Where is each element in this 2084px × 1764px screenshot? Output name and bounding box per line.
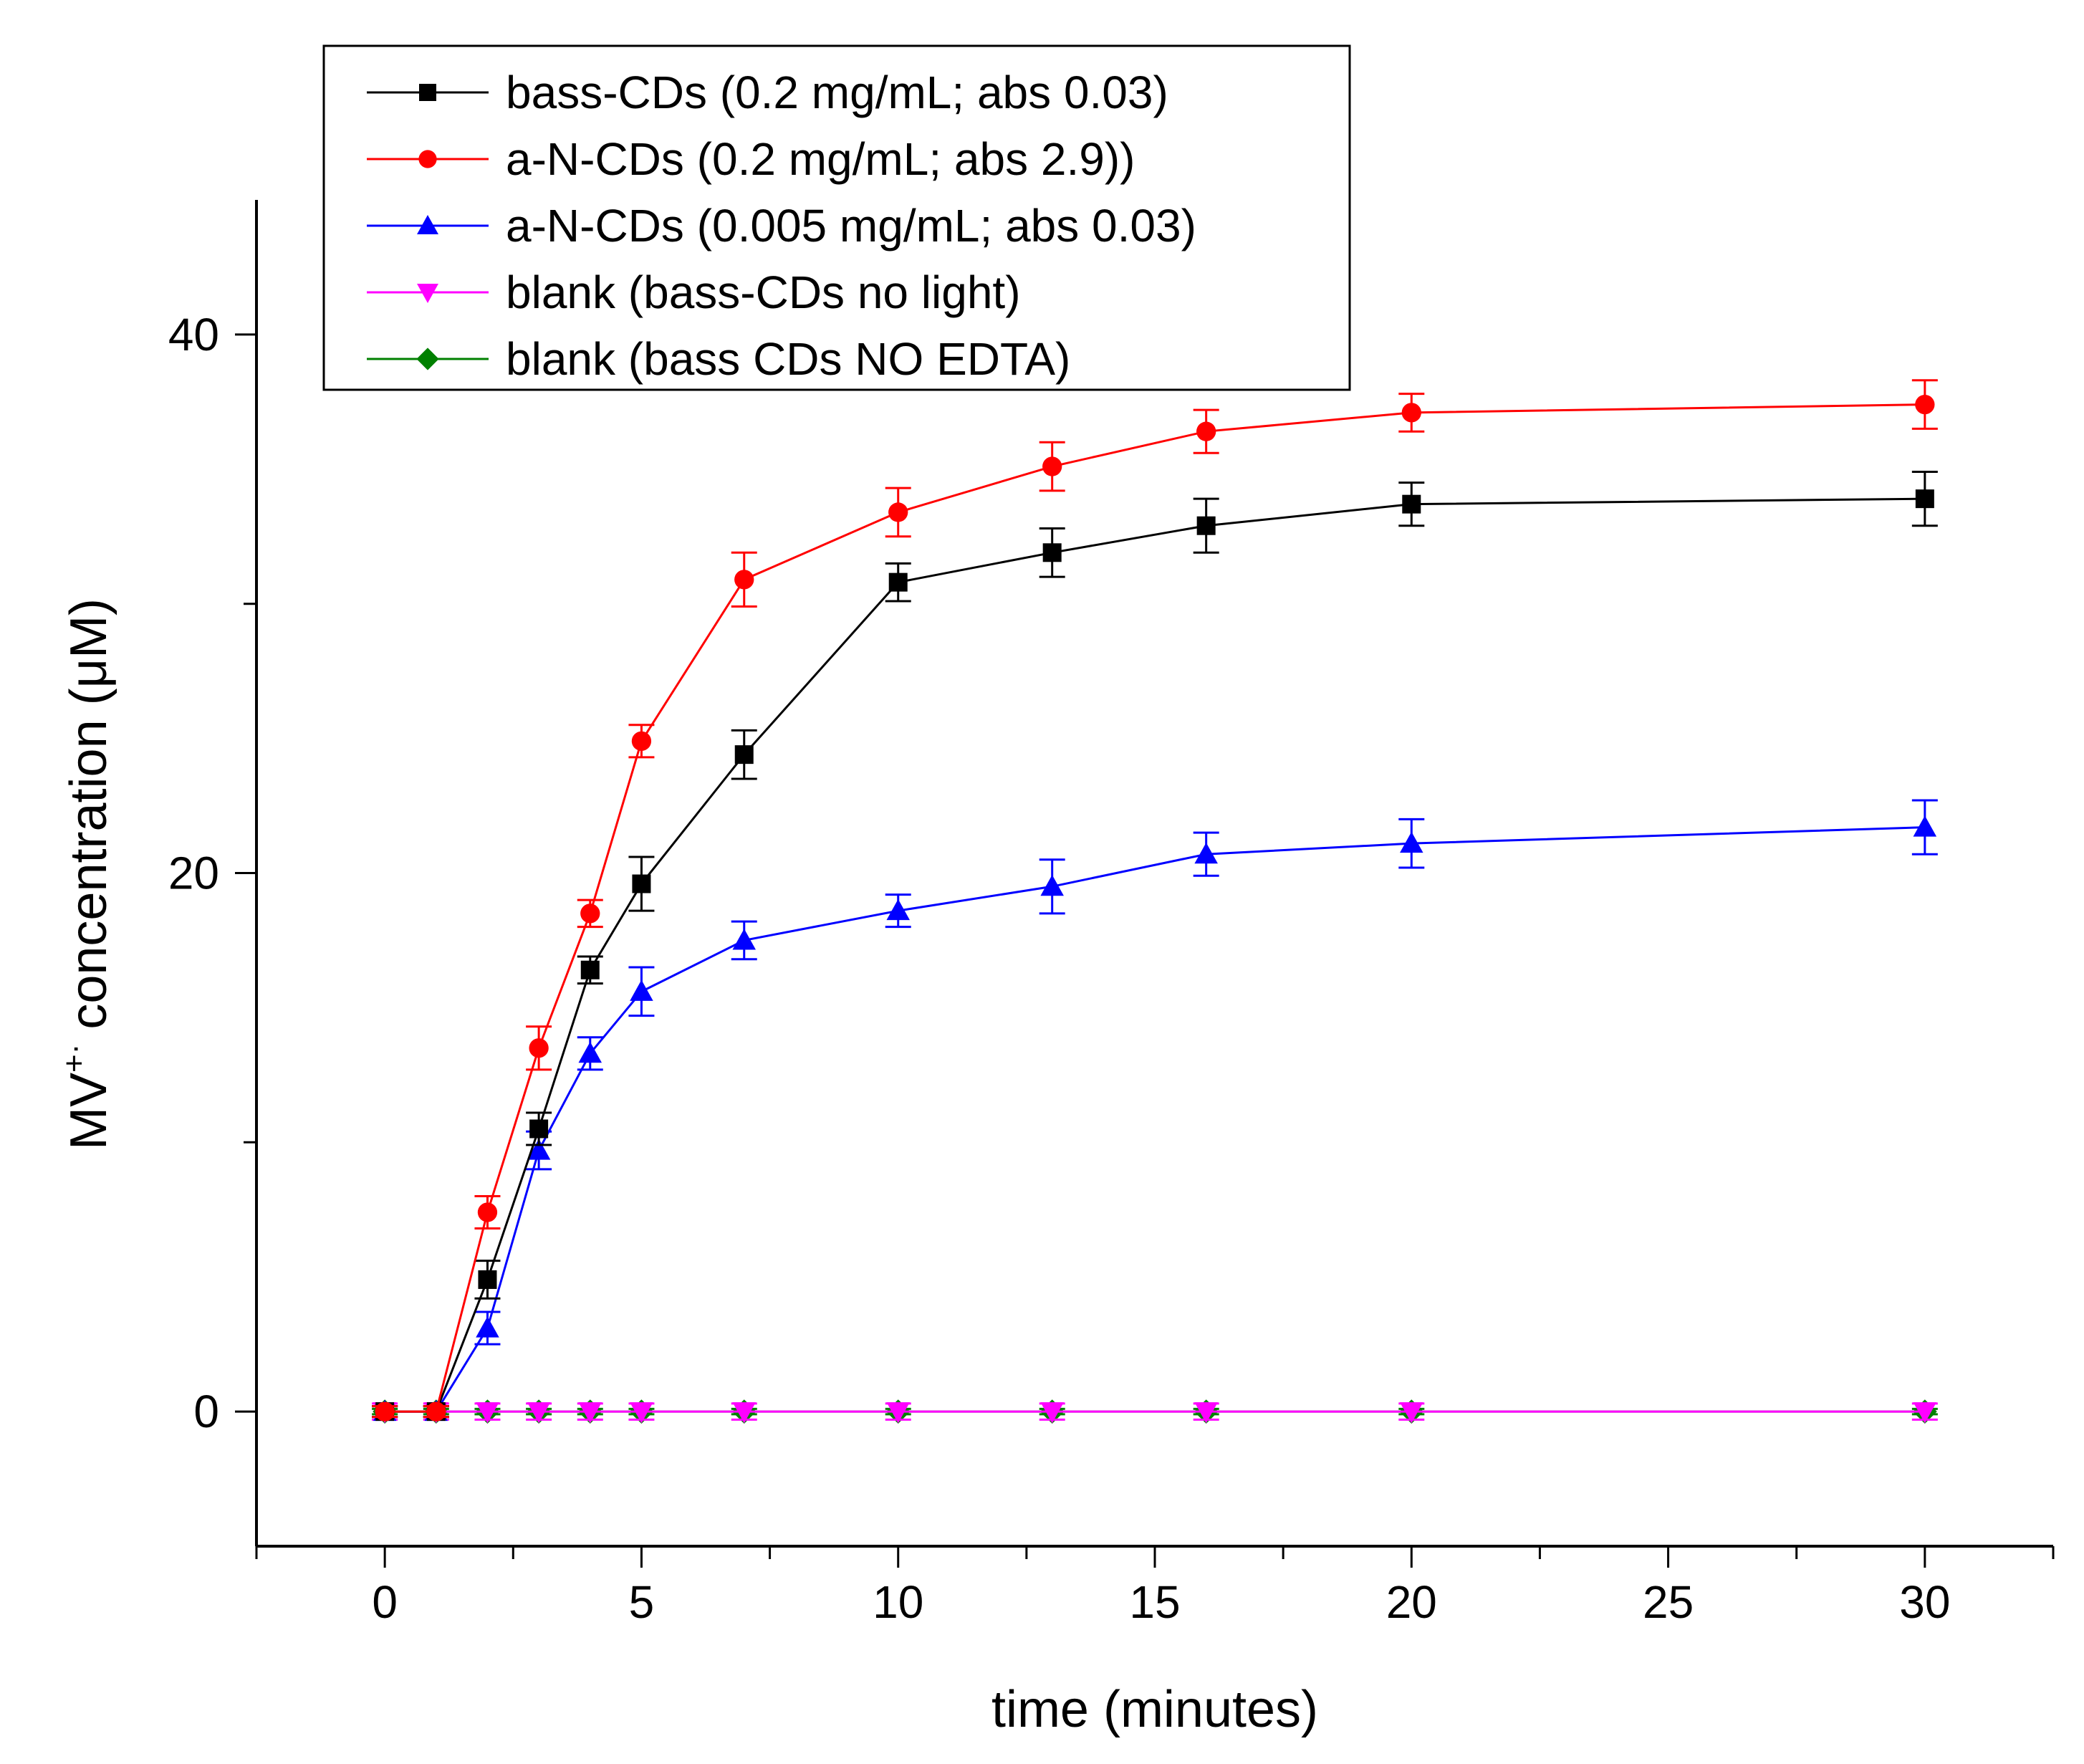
data-point: [476, 1316, 499, 1338]
data-point: [529, 1038, 549, 1058]
data-point: [1194, 842, 1218, 864]
data-point: [1915, 489, 1934, 509]
x-tick-label: 10: [873, 1576, 923, 1628]
data-point: [580, 960, 600, 979]
data-point: [632, 874, 651, 893]
x-axis-title: time (minutes): [991, 1681, 1318, 1738]
data-point: [578, 1402, 602, 1424]
x-tick-label: 25: [1643, 1576, 1694, 1628]
data-point: [734, 570, 754, 590]
data-point: [1402, 494, 1421, 514]
data-point: [1196, 516, 1216, 535]
legend-marker: [417, 215, 438, 234]
legend-marker: [417, 284, 438, 303]
legend-items: bass-CDs (0.2 mg/mL; abs 0.03) a-N-CDs (0…: [367, 67, 1196, 385]
series-2: [372, 379, 1938, 1422]
x-tick-label: 30: [1899, 1576, 1950, 1628]
data-point: [580, 903, 600, 924]
data-point: [1913, 815, 1937, 837]
data-point: [527, 1402, 551, 1424]
data-point: [630, 1402, 653, 1424]
series-3: [372, 799, 1938, 1422]
data-point: [1400, 831, 1423, 853]
series-line: [385, 403, 1925, 1413]
data-point: [1196, 421, 1216, 441]
data-point: [529, 1119, 549, 1139]
data-point: [630, 979, 653, 1001]
data-point: [1042, 543, 1062, 562]
data-point: [1400, 1402, 1423, 1424]
series-line: [385, 826, 1925, 1413]
data-point: [1040, 875, 1064, 896]
data-point: [1915, 394, 1935, 415]
legend-entry: blank (bass-CDs no light): [367, 267, 1021, 318]
legend-box: [322, 44, 1351, 391]
data-point: [375, 1401, 395, 1422]
data-point: [527, 1139, 551, 1160]
series-layer: [372, 379, 1938, 1424]
data-point: [732, 929, 756, 950]
x-tick-label: 15: [1129, 1576, 1180, 1628]
legend-label: bass-CDs (0.2 mg/mL; abs 0.03): [506, 67, 1168, 118]
series-line: [385, 497, 1925, 1413]
y-tick-label: 0: [193, 1386, 219, 1437]
data-point: [477, 1202, 498, 1222]
data-point: [1042, 456, 1062, 476]
legend-marker: [419, 84, 436, 101]
data-point: [426, 1401, 446, 1422]
legend-entry: bass-CDs (0.2 mg/mL; abs 0.03): [367, 67, 1168, 118]
x-tick-label: 5: [629, 1576, 655, 1628]
series-4: [372, 1402, 1938, 1424]
legend-marker: [416, 347, 439, 370]
legend-marker: [418, 150, 437, 168]
data-point: [732, 1402, 756, 1424]
data-point: [1040, 1402, 1064, 1424]
x-tick-label: 20: [1386, 1576, 1437, 1628]
data-point: [478, 1270, 497, 1289]
y-axis-title-base: MV: [60, 1073, 117, 1150]
legend-entry: a-N-CDs (0.2 mg/mL; abs 2.9)): [367, 133, 1135, 185]
legend-entry: blank (bass CDs NO EDTA): [367, 333, 1070, 385]
y-axis-title: MV+· concentration (μM): [57, 598, 117, 1150]
data-point: [1401, 403, 1421, 423]
data-point: [1194, 1402, 1218, 1424]
data-point: [888, 502, 908, 522]
ticks-layer: 0 5 10 15 20 25 30 0 20 40: [168, 309, 2055, 1628]
legend: bass-CDs (0.2 mg/mL; abs 0.03) a-N-CDs (0…: [322, 44, 1351, 391]
data-point: [886, 1402, 910, 1424]
legend-label: a-N-CDs (0.2 mg/mL; abs 2.9)): [506, 133, 1135, 185]
data-point: [631, 731, 652, 752]
legend-entry: a-N-CDs (0.005 mg/mL; abs 0.03): [367, 200, 1196, 251]
y-tick-label: 20: [168, 848, 219, 899]
data-point: [886, 898, 910, 921]
y-axis-title-rest: concentration (μM): [60, 598, 117, 1044]
y-tick-label: 40: [168, 309, 219, 360]
data-point: [578, 1042, 602, 1063]
x-tick-label: 0: [372, 1576, 398, 1628]
data-point: [734, 745, 754, 764]
legend-label: blank (bass CDs NO EDTA): [506, 333, 1070, 385]
legend-label: blank (bass-CDs no light): [506, 267, 1021, 318]
data-point: [476, 1402, 499, 1424]
legend-label: a-N-CDs (0.005 mg/mL; abs 0.03): [506, 200, 1196, 251]
y-axis-title-superscript: +·: [57, 1044, 92, 1073]
data-point: [1913, 1402, 1937, 1424]
data-point: [888, 572, 908, 592]
